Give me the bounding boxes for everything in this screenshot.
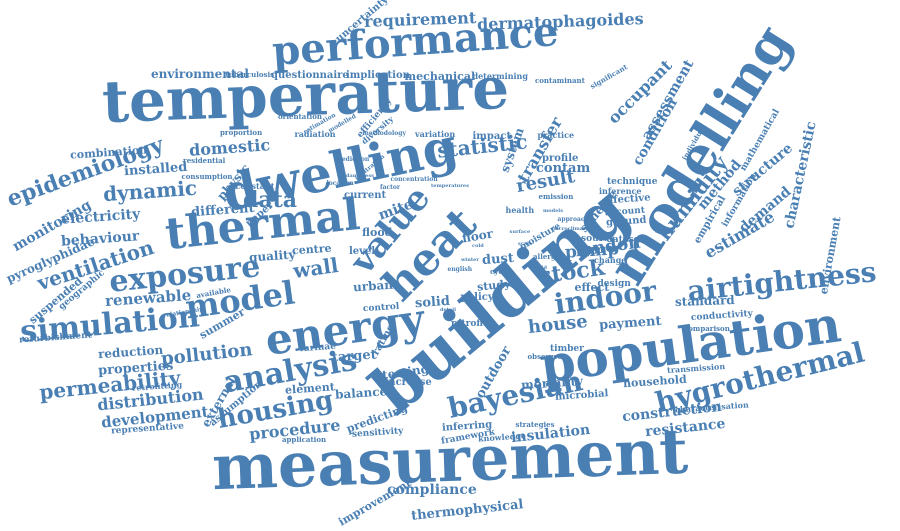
cloud-word: surface xyxy=(509,228,531,235)
cloud-word: mechanical xyxy=(404,69,476,83)
cloud-word: strategies xyxy=(515,419,555,429)
cloud-word: flood xyxy=(362,225,393,239)
cloud-word: different xyxy=(190,200,255,220)
cloud-word: profile xyxy=(542,153,579,164)
cloud-word: element xyxy=(284,379,336,397)
cloud-word: quality xyxy=(248,247,296,265)
cloud-word: reduction xyxy=(97,342,164,362)
cloud-word: models xyxy=(543,207,564,214)
cloud-word: proportion xyxy=(220,127,263,137)
cloud-word: current xyxy=(344,190,387,201)
cloud-word: inference xyxy=(599,186,642,196)
cloud-word: emission xyxy=(538,191,574,201)
cloud-word: dermatophagoides xyxy=(476,9,644,34)
cloud-word: humid xyxy=(529,264,547,271)
cloud-word: level xyxy=(349,246,376,257)
cloud-word: allergen xyxy=(533,251,566,261)
cloud-word: consumption xyxy=(181,171,233,181)
cloud-word: dataset xyxy=(606,234,644,245)
cloud-word: contaminant xyxy=(535,75,585,85)
cloud-word: control xyxy=(362,301,400,314)
cloud-word: winter xyxy=(461,256,479,263)
cloud-word: location xyxy=(326,180,354,187)
cloud-word: detail xyxy=(440,306,457,313)
cloud-word: characteristic xyxy=(780,120,820,230)
cloud-word: effect xyxy=(574,280,610,294)
cloud-word: urban xyxy=(352,277,394,295)
cloud-word: installed xyxy=(123,159,188,179)
cloud-word: household xyxy=(622,372,688,390)
cloud-word: environmental xyxy=(151,67,249,81)
cloud-word: scale xyxy=(518,240,533,247)
cloud-word: questionnaire xyxy=(271,70,349,81)
cloud-word: contam xyxy=(536,160,591,176)
cloud-word: requirement xyxy=(363,8,477,31)
cloud-word: variation xyxy=(415,129,456,139)
cloud-word: microbial xyxy=(554,388,609,403)
cloud-word: farinae xyxy=(299,341,337,354)
cloud-word: design xyxy=(597,278,631,289)
cloud-word: temperatures xyxy=(431,182,469,189)
cloud-word: radiation xyxy=(294,129,336,139)
cloud-word: health xyxy=(505,205,535,215)
cloud-word: orientation xyxy=(278,111,322,121)
cloud-word: compliance xyxy=(387,482,477,498)
cloud-word: impact xyxy=(472,131,512,142)
cloud-word: practice xyxy=(537,130,575,140)
cloud-word: constant xyxy=(235,181,275,191)
cloud-word: dust xyxy=(481,250,515,268)
cloud-word: balance xyxy=(334,384,388,402)
cloud-word: application xyxy=(282,434,327,444)
cloud-word: change xyxy=(594,255,627,265)
cloud-word: factor xyxy=(380,184,401,191)
cloud-word: increase xyxy=(384,377,432,388)
cloud-word: cold xyxy=(472,242,484,249)
cloud-word: observed xyxy=(527,351,563,361)
cloud-word: timber xyxy=(550,343,584,354)
cloud-word: methodology xyxy=(362,130,406,137)
cloud-word: study xyxy=(475,276,511,294)
cloud-word: concentration xyxy=(390,176,438,183)
cloud-word: retrofit xyxy=(451,318,488,329)
cloud-word: residential xyxy=(183,155,226,165)
cloud-word: standard xyxy=(674,292,735,310)
cloud-word: dampness xyxy=(346,172,374,179)
cloud-word: data xyxy=(243,187,298,213)
cloud-word: english xyxy=(447,266,473,273)
cloud-word: comparison xyxy=(684,323,730,333)
cloud-word: determining xyxy=(472,71,528,81)
cloud-word: dynamic xyxy=(102,175,198,207)
cloud-word: thermophysical xyxy=(410,496,524,524)
cloud-word: centre xyxy=(291,241,332,257)
cloud-word: significant xyxy=(588,61,629,91)
cloud-word: payment xyxy=(598,313,662,333)
cloud-word: policy xyxy=(460,292,494,303)
cloud-word: cycle xyxy=(490,266,510,276)
cloud-word: microclimate xyxy=(551,225,589,232)
cloud-word: technique xyxy=(607,176,658,187)
cloud-word: implication xyxy=(346,70,410,81)
cloud-word: source xyxy=(581,233,615,244)
cloud-word: prediction xyxy=(334,156,370,163)
cloud-word: tuberculosis xyxy=(225,69,275,79)
cloud-word: approach xyxy=(557,216,589,223)
cloud-word: wall xyxy=(291,252,340,284)
